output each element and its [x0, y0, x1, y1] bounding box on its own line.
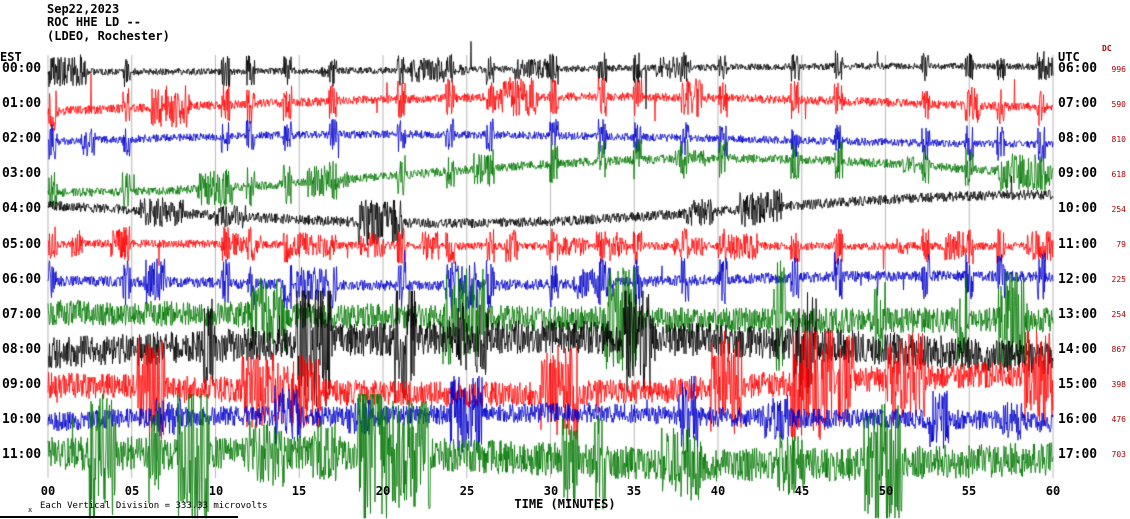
- utc-time-label: 09:00: [1058, 166, 1098, 181]
- est-time-label: 08:00: [2, 342, 42, 357]
- dc-value: 867: [1111, 345, 1126, 354]
- left-axis-label: EST: [0, 50, 22, 64]
- x-tick-label: 60: [1045, 484, 1061, 498]
- title-date: Sep22,2023: [47, 2, 120, 16]
- utc-time-label: 11:00: [1058, 237, 1098, 252]
- title-station: ROC HHE LD --: [47, 15, 141, 29]
- utc-time-label: 13:00: [1058, 307, 1098, 322]
- utc-time-label: 10:00: [1058, 201, 1098, 216]
- est-time-label: 11:00: [2, 447, 42, 462]
- utc-time-label: 16:00: [1058, 412, 1098, 427]
- dc-value: 703: [1111, 450, 1126, 459]
- x-tick-label: 05: [124, 484, 140, 498]
- utc-time-label: 14:00: [1058, 342, 1098, 357]
- est-time-label: 10:00: [2, 412, 42, 427]
- utc-time-label: 06:00: [1058, 61, 1098, 76]
- dc-value: 590: [1111, 100, 1126, 109]
- dc-value: 398: [1111, 380, 1126, 389]
- est-time-label: 06:00: [2, 272, 42, 287]
- x-tick-label: 35: [626, 484, 642, 498]
- x-tick-label: 40: [710, 484, 726, 498]
- utc-time-label: 07:00: [1058, 96, 1098, 111]
- footer-rule: [0, 516, 238, 518]
- scale-note: Each Vertical Division = 333.33 microvol…: [40, 501, 268, 511]
- x-tick-label: 15: [291, 484, 307, 498]
- dc-value: 79: [1116, 240, 1126, 249]
- right-axis-label: UTC: [1058, 50, 1080, 64]
- est-time-label: 04:00: [2, 201, 42, 216]
- est-time-label: 09:00: [2, 377, 42, 392]
- dc-column-label: DC: [1102, 44, 1112, 53]
- est-time-label: 03:00: [2, 166, 42, 181]
- x-tick-label: 30: [543, 484, 559, 498]
- title-network: (LDEO, Rochester): [47, 29, 170, 43]
- dc-value: 225: [1111, 275, 1126, 284]
- est-time-label: 07:00: [2, 307, 42, 322]
- est-time-label: 00:00: [2, 61, 42, 76]
- dc-value: 996: [1111, 65, 1126, 74]
- dc-value: 810: [1111, 135, 1126, 144]
- utc-time-label: 15:00: [1058, 377, 1098, 392]
- x-tick-label: 45: [794, 484, 810, 498]
- scale-marker: x: [28, 506, 33, 514]
- x-tick-label: 50: [878, 484, 894, 498]
- x-tick-label: 20: [375, 484, 391, 498]
- est-time-label: 02:00: [2, 131, 42, 146]
- dc-value: 254: [1111, 205, 1126, 214]
- dc-value: 618: [1111, 170, 1126, 179]
- est-time-label: 05:00: [2, 237, 42, 252]
- dc-value: 254: [1111, 310, 1126, 319]
- dc-value: 476: [1111, 415, 1126, 424]
- x-axis-title: TIME (MINUTES): [514, 497, 616, 511]
- est-time-label: 01:00: [2, 96, 42, 111]
- x-tick-label: 55: [961, 484, 977, 498]
- x-tick-label: 25: [459, 484, 475, 498]
- x-tick-label: 10: [208, 484, 224, 498]
- utc-time-label: 08:00: [1058, 131, 1098, 146]
- utc-time-label: 17:00: [1058, 447, 1098, 462]
- utc-time-label: 12:00: [1058, 272, 1098, 287]
- x-tick-label: 00: [40, 484, 56, 498]
